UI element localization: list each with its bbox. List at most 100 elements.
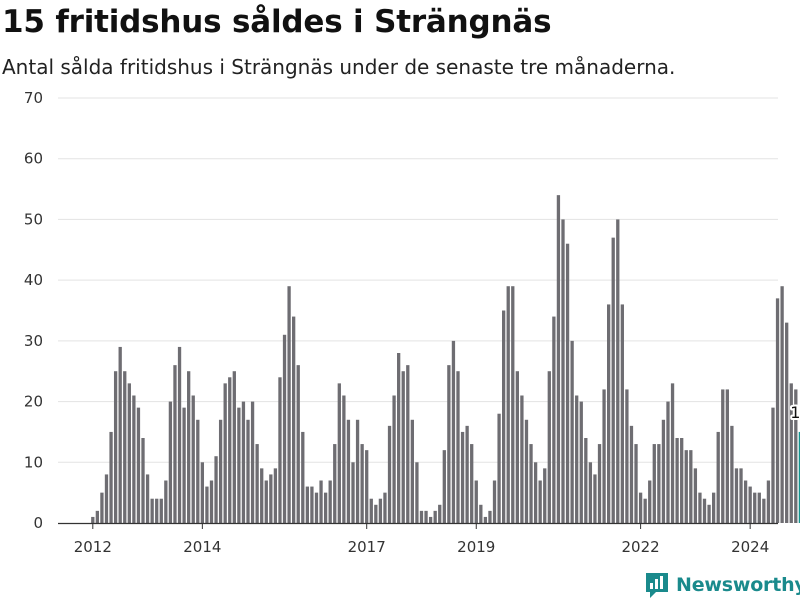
bar	[757, 492, 761, 523]
bar	[113, 371, 118, 523]
bar	[342, 395, 346, 523]
bar	[789, 383, 793, 523]
bar	[200, 462, 205, 523]
bar	[205, 486, 209, 523]
bar	[301, 431, 305, 523]
bar	[136, 407, 141, 523]
bar	[365, 450, 369, 523]
bar	[689, 450, 693, 523]
bar	[410, 419, 414, 523]
bar	[693, 468, 698, 523]
latest-value-label-halo: 15	[790, 403, 800, 422]
annotations: 1515	[788, 401, 800, 424]
bar	[607, 304, 611, 523]
y-axis-labels: 0 10 20 30 40 50 60 70	[24, 89, 43, 532]
bar	[680, 438, 684, 523]
bar	[666, 401, 670, 523]
bar	[378, 498, 383, 523]
bar	[374, 504, 378, 523]
bar	[451, 340, 456, 523]
bar	[721, 389, 725, 523]
bar	[196, 419, 200, 523]
bar	[611, 237, 615, 523]
brand-name: Newsworthy	[676, 574, 800, 596]
bar	[100, 492, 104, 523]
bar	[223, 383, 227, 523]
y-tick-label: 70	[24, 89, 43, 107]
bar	[406, 365, 410, 523]
bar	[351, 462, 355, 523]
bar	[780, 286, 784, 523]
bar	[104, 474, 109, 523]
bar	[730, 425, 734, 523]
bar	[794, 389, 798, 523]
bar	[483, 516, 488, 523]
bar	[556, 195, 561, 523]
bar	[287, 286, 291, 523]
bar	[438, 504, 442, 523]
bar	[533, 462, 538, 523]
bar	[707, 504, 711, 523]
bar	[684, 450, 688, 523]
bar	[561, 219, 565, 523]
bar	[515, 371, 519, 523]
bar	[232, 371, 236, 523]
bar	[337, 383, 341, 523]
bar	[497, 413, 501, 523]
bar	[725, 389, 729, 523]
newsworthy-logo-icon	[646, 573, 668, 598]
bar	[246, 419, 250, 523]
bar	[702, 498, 707, 523]
bar	[260, 468, 264, 523]
bar	[711, 492, 716, 523]
bar	[91, 516, 95, 523]
bars	[91, 195, 800, 523]
y-tick-label: 30	[24, 332, 43, 350]
bar	[766, 480, 771, 523]
page-title: 15 fritidshus såldes i Strängnäs	[2, 4, 552, 40]
bar	[479, 504, 483, 523]
bar	[255, 444, 259, 523]
bar	[643, 498, 647, 523]
bar	[333, 444, 337, 523]
bar	[319, 480, 323, 523]
bar	[492, 480, 497, 523]
bar	[502, 310, 506, 523]
bar	[447, 365, 451, 523]
bar	[520, 395, 524, 523]
bar	[670, 383, 675, 523]
bar	[250, 401, 255, 523]
bar	[360, 444, 364, 523]
bar	[762, 498, 766, 523]
bar	[118, 346, 122, 523]
bar	[456, 371, 460, 523]
bar	[228, 377, 232, 523]
bar	[734, 468, 739, 523]
bar	[305, 486, 310, 523]
latest-value-label: 15	[790, 403, 800, 422]
bar	[620, 304, 624, 523]
bar	[264, 480, 268, 523]
bar	[310, 486, 314, 523]
y-tick-label: 0	[33, 514, 43, 532]
bar	[296, 365, 300, 523]
bar	[575, 395, 579, 523]
bar	[155, 498, 159, 523]
bar	[657, 444, 661, 523]
bar	[433, 510, 437, 523]
bar	[474, 480, 478, 523]
bar	[588, 462, 593, 523]
bar	[214, 456, 218, 523]
bar	[739, 468, 743, 523]
bar	[419, 510, 424, 523]
bar	[675, 438, 679, 523]
bar	[401, 371, 405, 523]
bar	[369, 498, 373, 523]
bar	[506, 286, 510, 523]
bar	[634, 444, 638, 523]
bar	[597, 444, 602, 523]
bar	[625, 389, 629, 523]
y-tick-label: 60	[24, 150, 43, 168]
bar	[570, 340, 574, 523]
